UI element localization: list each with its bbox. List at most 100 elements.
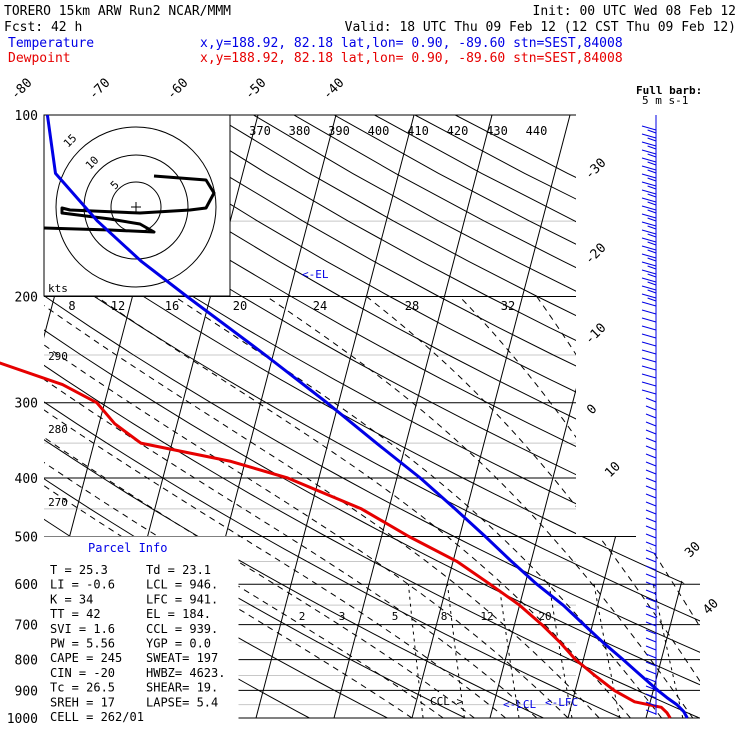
pressure-label-1000: 1000 (7, 712, 38, 727)
wind-barb-icon (645, 661, 657, 667)
wind-barb-icon (641, 349, 657, 355)
dry-adiabat-330 (44, 115, 700, 718)
wind-barb-icon (645, 685, 657, 691)
wind-barb-icon (645, 701, 657, 707)
wind-barb-icon (645, 413, 657, 419)
wind-barb-icon (645, 453, 657, 459)
parcel-info-right: EL = 184. (146, 607, 211, 621)
mixing-ratio-bottom-label: 2 (299, 610, 306, 623)
dry-adiabat-410 (172, 115, 700, 718)
wind-barb-icon (645, 693, 657, 699)
dry-adiabat-310 (44, 115, 700, 718)
wind-barb-icon (641, 373, 657, 379)
wind-barb-icon (645, 517, 657, 523)
mixing-ratio-bottom-label: 20 (538, 610, 551, 623)
top-temp-label: -70 (86, 76, 113, 103)
parcel-info-left: SVI = 1.6 (50, 622, 115, 636)
isotherm-30 (724, 115, 740, 718)
header-init: Init: 00 UTC Wed 08 Feb 12 (533, 4, 737, 19)
parcel-info-right: SHEAR= 19. (146, 681, 218, 695)
wind-barb-icon (645, 549, 657, 555)
wind-barb-icon (645, 485, 657, 491)
sounding-profiles (0, 114, 689, 719)
mixing-ratio-bottom-label: 3 (339, 610, 346, 623)
wind-barb-icon (641, 309, 657, 315)
wind-barb-icon (647, 249, 657, 254)
wind-barb-icon (641, 333, 657, 339)
wind-barb-icon (645, 669, 657, 675)
wind-barb-icon (647, 273, 657, 278)
wind-barb-icon (647, 297, 657, 302)
wind-barb-icon (645, 533, 657, 539)
mixing-ratio-top-label: 12 (111, 299, 125, 313)
lfc-label: <-LFC (545, 696, 578, 709)
wind-barb-icon (647, 289, 657, 294)
mixing-ratio-bottom-label: 5 (392, 610, 399, 623)
wind-barb-icon (641, 173, 657, 179)
wind-barb-icon (645, 677, 657, 683)
moist-adiabat-26 (266, 296, 694, 718)
legend-dewpoint: Dewpoint (8, 51, 71, 66)
right-temp-label: -10 (582, 321, 609, 348)
wind-barb-icon (645, 557, 657, 563)
mixing-ratio-bottom-label: 12 (480, 610, 493, 623)
wind-barb-icon (647, 281, 657, 286)
moist-adiabat-30 (366, 296, 700, 718)
mixing-ratio-8 (548, 584, 573, 718)
wind-barb-icon (645, 637, 657, 643)
wind-barb-icon (647, 241, 657, 246)
mixing-ratio-bottom-label: 8 (441, 610, 448, 623)
wind-barb-icon (641, 301, 657, 307)
wind-barb-icon (647, 153, 657, 158)
wind-barb-icon (641, 325, 657, 331)
wind-barb-icon (641, 245, 657, 251)
hodograph-frame (43, 114, 231, 297)
parcel-info-left: CAPE = 245 (50, 651, 122, 665)
parcel-info-left: TT = 42 (50, 607, 101, 621)
wind-barb-icon (645, 581, 657, 587)
dry-adiabat-480 (455, 115, 700, 718)
mixing-ratio-top-label: 32 (501, 299, 515, 313)
wind-barb-icon (641, 213, 657, 219)
wind-barb-icon (641, 157, 657, 163)
dry-adiabat-290 (44, 115, 622, 718)
dry-adiabat-400 (132, 115, 700, 718)
parcel-info-right: Td = 23.1 (146, 563, 211, 577)
wind-barb-icon (647, 233, 657, 238)
moist-adiabat-22 (174, 296, 662, 718)
hodograph: 5 10 15 kts (43, 114, 231, 297)
wind-barb-icon (647, 193, 657, 198)
pressure-label-100: 100 (15, 109, 38, 124)
theta-e-label: 390 (328, 124, 350, 138)
top-temp-label: -50 (242, 76, 269, 103)
wind-barb-icon (645, 645, 657, 651)
wind-barb-icon (641, 229, 657, 235)
parcel-info-right: SWEAT= 197 (146, 651, 218, 665)
wind-barb-icon (641, 133, 657, 139)
parcel-info-left: CELL = 262/01 (50, 710, 144, 724)
wind-barb-icon (645, 501, 657, 507)
moist-adiabat--10 (44, 296, 413, 718)
mixing-ratio-5 (498, 584, 520, 718)
wind-barb-icon (645, 405, 657, 411)
right-temp-label: 40 (700, 596, 722, 618)
moist-adiabat-34 (459, 296, 700, 718)
dry-adiabat-350 (44, 115, 700, 718)
pressure-label-600: 600 (15, 578, 38, 593)
wind-barb-icon (645, 621, 657, 627)
wind-barb-icon (641, 381, 657, 387)
parcel-info-right: HWBZ= 4623. (146, 666, 225, 680)
header-model: TORERO 15km ARW Run2 NCAR/MMM (4, 4, 231, 19)
wind-barb-icon (641, 141, 657, 147)
wind-barb-icon (645, 477, 657, 483)
parcel-info-panel: Parcel Info T = 25.3 Td = 23.1 LI = -0.6 LC… (43, 536, 239, 731)
parcel-info-left: LI = -0.6 (50, 578, 115, 592)
theta-e-label: 430 (486, 124, 508, 138)
ccl-label: CCL-> (430, 695, 463, 708)
wind-barb-icon (645, 605, 657, 611)
pressure-label-400: 400 (15, 472, 38, 487)
wind-barb-icon (641, 317, 657, 323)
wind-barb-icon (641, 125, 657, 131)
dry-adiabat-320 (44, 115, 700, 718)
theta-e-label: 370 (249, 124, 271, 138)
